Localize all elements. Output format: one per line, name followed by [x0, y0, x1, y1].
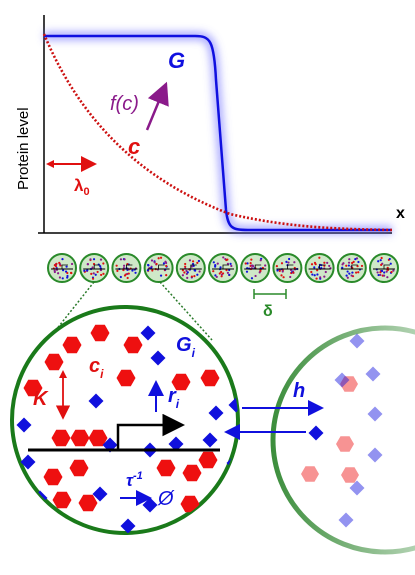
protein-level-graph: x Protein level G f(c) c λ0 — [15, 15, 405, 235]
small-cell — [175, 253, 206, 283]
protein-diamond — [88, 393, 104, 409]
zoom-line-right — [159, 281, 213, 341]
f-label: f(c) — [110, 93, 139, 115]
neighbor-diamond — [338, 512, 354, 528]
transcription-factor-hexagon — [180, 495, 200, 513]
transcription-factor-hexagon — [70, 429, 90, 447]
neighbor-diamond — [365, 366, 381, 382]
G-label: G — [168, 48, 185, 73]
transcription-factor-hexagon — [198, 451, 218, 469]
protein-diamond — [228, 397, 238, 413]
tau-label: τ-1 — [126, 470, 143, 490]
promoter-arrow — [116, 413, 185, 450]
small-cell — [79, 253, 110, 283]
transcription-factor-hexagon — [200, 369, 220, 387]
null-set-label: Ø — [157, 488, 175, 510]
transcription-factor-hexagon — [23, 379, 43, 397]
transcription-factor-hexagon — [43, 468, 63, 486]
Gi-label: Gi — [176, 334, 196, 360]
protein-diamond — [168, 436, 184, 452]
protein-diamond — [16, 417, 32, 433]
neighbor-hexagon — [336, 436, 354, 452]
transcription-factor-hexagon — [62, 336, 82, 354]
protein-diamond — [140, 325, 156, 341]
protein-diamond — [208, 405, 224, 421]
h-label: h — [293, 380, 305, 402]
small-cell — [111, 253, 142, 283]
G-curve — [44, 34, 392, 232]
neighbor-cell — [270, 325, 415, 555]
small-cell — [208, 253, 238, 283]
transcription-factor-hexagon — [88, 429, 108, 447]
neighbor-diamond — [367, 406, 383, 422]
small-cell — [272, 253, 303, 283]
G-curve-glow — [44, 31, 392, 235]
c-label: c — [128, 134, 140, 159]
neighbor-diamond — [334, 372, 350, 388]
transcription-factor-hexagon — [171, 373, 191, 391]
exchange-arrows: h — [224, 380, 324, 440]
neighbor-diamond — [367, 447, 383, 463]
small-cell — [336, 253, 367, 283]
cell-row — [47, 253, 399, 283]
transcription-factor-hexagon — [78, 494, 98, 512]
f-arrow — [145, 81, 169, 131]
neighbor-diamond — [349, 333, 365, 349]
neighbor-diamond — [308, 425, 324, 441]
transcription-factor-hexagon — [90, 324, 110, 342]
protein-diamond — [120, 518, 136, 533]
neighbor-diamond — [349, 480, 365, 496]
protein-diamond — [202, 432, 218, 448]
y-axis-label: Protein level — [15, 107, 32, 190]
small-cell — [369, 253, 399, 283]
protein-diamond — [92, 486, 108, 502]
lambda-arrow-left-head — [46, 160, 54, 168]
delta-label: δ — [263, 303, 273, 320]
K-arrow-top-head — [59, 370, 67, 378]
small-cell — [304, 253, 335, 283]
small-cell — [143, 253, 174, 283]
zoomed-cell: K ci Gi ri τ-1 Ø — [10, 305, 240, 535]
transcription-factor-hexagon — [182, 464, 202, 482]
protein-diamond — [150, 350, 166, 366]
transcription-factor-hexagon — [51, 429, 71, 447]
transcription-factor-hexagon — [116, 369, 136, 387]
protein-diamond — [20, 454, 36, 470]
neighbor-hexagon — [301, 466, 319, 482]
transcription-factor-hexagon — [52, 491, 72, 509]
K-label: K — [33, 388, 49, 410]
lambda-label: λ0 — [74, 176, 90, 198]
ci-label: ci — [89, 355, 104, 381]
transcription-factor-hexagon — [44, 353, 64, 371]
c-curve — [42, 33, 393, 232]
transcription-factor-hexagon — [156, 459, 176, 477]
x-axis-label: x — [396, 205, 405, 222]
neighbor-hexagon — [341, 467, 359, 483]
small-cell — [240, 253, 271, 283]
neighbor-hexagon — [340, 376, 358, 392]
ri-label: ri — [168, 385, 180, 411]
transcription-factor-hexagon — [123, 336, 143, 354]
small-cell — [47, 253, 77, 283]
transcription-factor-hexagon — [69, 459, 89, 477]
delta-bracket: δ — [253, 289, 287, 320]
